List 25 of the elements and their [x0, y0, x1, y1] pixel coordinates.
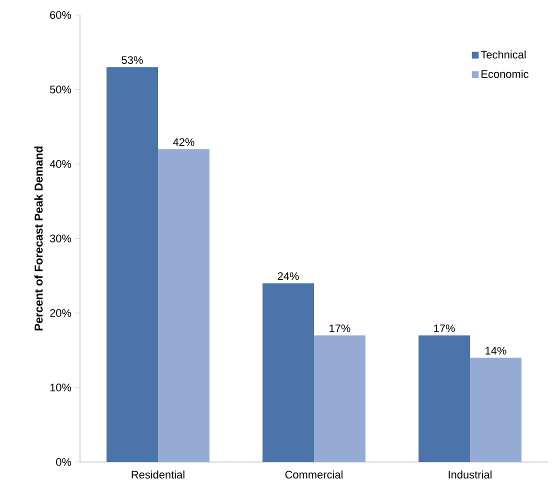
data-label: 17% [330, 324, 350, 332]
data-label: 24% [278, 272, 299, 280]
y-tick-label: 0% [56, 458, 72, 466]
bar [106, 67, 158, 462]
data-label: 14% [486, 346, 506, 355]
y-tick-label: 10% [50, 384, 72, 392]
data-label: 17% [434, 324, 455, 332]
x-tick-label: Industrial [448, 470, 492, 479]
bar [262, 283, 314, 462]
legend-label: Economic [482, 70, 528, 78]
y-tick-label: 60% [50, 11, 72, 19]
x-tick-label: Residential [132, 470, 184, 479]
y-tick-label: 20% [50, 309, 72, 317]
y-tick-label: 50% [50, 86, 72, 94]
y-tick-label: 30% [50, 234, 72, 242]
x-tick-label: Commercial [285, 470, 342, 479]
bar [158, 149, 210, 462]
data-label: 53% [122, 56, 143, 64]
bar [470, 358, 522, 462]
y-axis-title: Percent of Forecast Peak Demand [34, 146, 43, 330]
bar [314, 335, 366, 462]
bar [418, 335, 470, 462]
legend-label: Technical [480, 50, 526, 59]
data-label: 42% [173, 138, 194, 146]
y-tick-label: 40% [50, 160, 72, 168]
